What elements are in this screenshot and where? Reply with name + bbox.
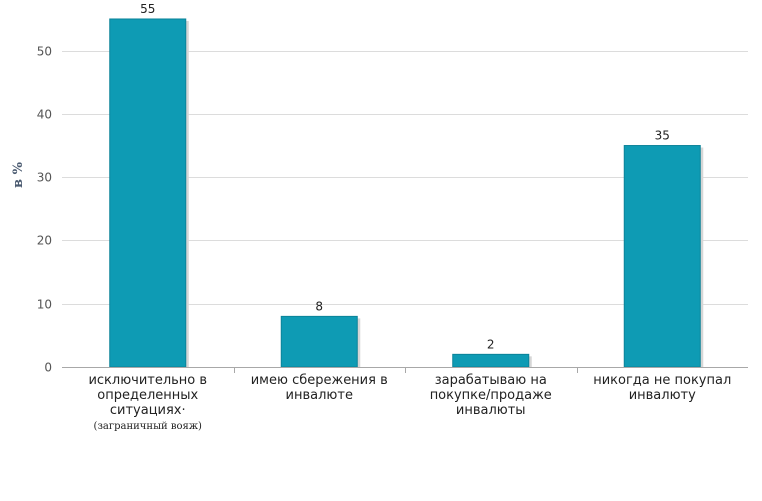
x-tick-label: ситуациях· bbox=[110, 403, 186, 418]
y-tick-label: 50 bbox=[37, 45, 52, 59]
bar bbox=[452, 353, 530, 368]
x-tick-label: исключительно в bbox=[88, 373, 207, 388]
y-tick-label: 10 bbox=[37, 298, 52, 312]
x-tick-label: инвалюту bbox=[629, 388, 696, 403]
bar bbox=[280, 315, 358, 368]
data-label: 55 bbox=[140, 2, 155, 16]
data-label: 35 bbox=[655, 129, 670, 143]
x-tick-label: зарабатываю на bbox=[435, 373, 547, 388]
x-tick-label: инвалюте bbox=[286, 388, 353, 403]
bar bbox=[623, 145, 701, 368]
bar bbox=[109, 18, 187, 368]
x-tick-label: определенных bbox=[97, 388, 198, 403]
x-tick-note: (заграничный вояж) bbox=[94, 421, 202, 432]
bars bbox=[109, 18, 704, 368]
y-tick-label: 20 bbox=[37, 234, 52, 248]
x-tick-label: имею сбережения в bbox=[251, 373, 388, 388]
y-axis-ticks: 0 10 20 30 40 50 bbox=[37, 45, 52, 375]
y-axis-label: в % bbox=[11, 161, 26, 188]
y-tick-label: 40 bbox=[37, 108, 52, 122]
y-tick-label: 0 bbox=[44, 361, 52, 375]
x-tick-label: никогда не покупал bbox=[593, 373, 731, 388]
data-labels: 55 8 2 35 bbox=[140, 2, 670, 351]
data-label: 8 bbox=[315, 299, 323, 313]
y-tick-label: 30 bbox=[37, 171, 52, 185]
x-tick-label: покупке/продаже bbox=[430, 388, 552, 403]
x-tick-label: инвалюты bbox=[456, 403, 526, 418]
data-label: 2 bbox=[487, 337, 495, 351]
